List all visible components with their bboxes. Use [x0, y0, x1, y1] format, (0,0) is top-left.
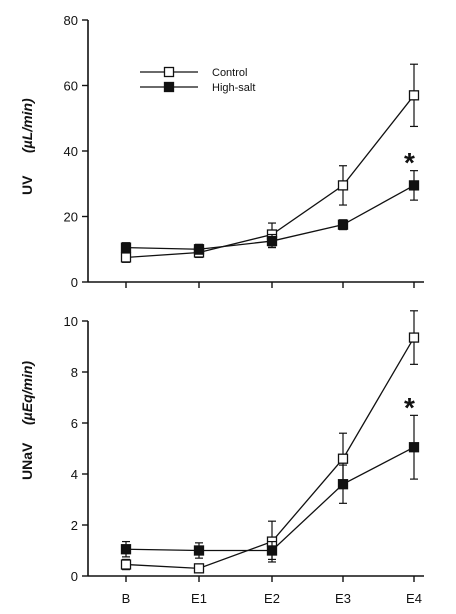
panel2-highsalt-line — [125, 446, 415, 552]
legend-control-label: Control — [212, 67, 247, 79]
panel2-ytick-label: 10 — [64, 314, 78, 329]
panel1-control-point — [120, 252, 132, 263]
panel1-highsalt-point — [266, 235, 278, 247]
top-significance-star: * — [404, 147, 415, 178]
panel2-control-point — [408, 332, 420, 343]
top-ylabel-main: UV — [19, 175, 35, 195]
xtick-label: E3 — [335, 591, 351, 606]
panel2-ytick-label: 2 — [71, 518, 78, 533]
bottom-ylabel-main: UNaV — [19, 442, 35, 480]
xtick-label: B — [122, 591, 131, 606]
legend-highsalt-label: High-salt — [212, 82, 255, 94]
panel1-highsalt-point — [337, 219, 349, 230]
panel1-ytick-label: 60 — [64, 79, 78, 94]
panel1-control-point — [408, 90, 420, 101]
xtick-label: E2 — [264, 591, 280, 606]
legend-highsalt-marker — [163, 81, 175, 93]
panel2-ytick-label: 0 — [71, 569, 78, 584]
panel2-highsalt-point — [266, 545, 278, 556]
panel2-ytick-label: 4 — [71, 467, 78, 482]
panel1-ytick-label: 80 — [64, 13, 78, 28]
panel2-highsalt-point — [120, 544, 132, 555]
top-ylabel-unit: (µL/min) — [19, 98, 35, 153]
xtick-label: E4 — [406, 591, 422, 606]
panel1-ytick-label: 0 — [71, 275, 78, 290]
panel2-highsalt-point — [408, 442, 420, 453]
panel2-ytick-label: 8 — [71, 365, 78, 380]
panel1-ytick-label: 40 — [64, 144, 78, 159]
panel2-highsalt-point — [193, 545, 205, 556]
legend-control-marker — [163, 66, 175, 78]
panel1-ytick-label: 20 — [64, 210, 78, 225]
panel1-control-point — [337, 180, 349, 191]
panel1-highsalt-point — [193, 244, 205, 255]
bottom-ylabel-unit: (µEq/min) — [19, 361, 35, 425]
panel2-ytick-label: 6 — [71, 416, 78, 431]
xtick-label: E1 — [191, 591, 207, 606]
bottom-significance-star: * — [404, 392, 415, 423]
panel2-control-line — [125, 337, 415, 570]
panel1-highsalt-point — [408, 180, 420, 191]
panel2-highsalt-point — [337, 479, 349, 490]
panel1-highsalt-point — [120, 242, 132, 253]
panel2-control-point — [193, 563, 205, 574]
panel2-control-point — [120, 559, 132, 570]
panel2-control-point — [337, 453, 349, 464]
